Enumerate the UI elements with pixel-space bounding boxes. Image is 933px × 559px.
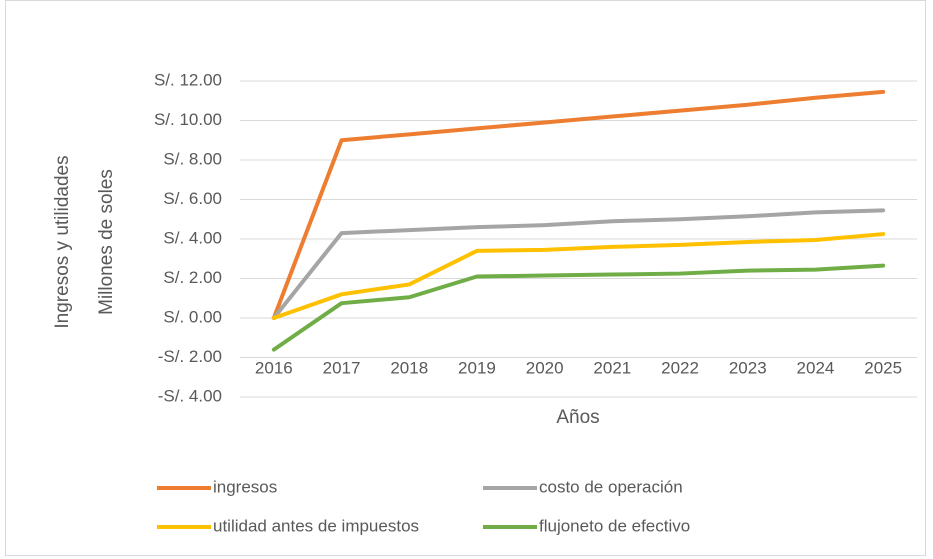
y-tick-label: S/. 6.00 bbox=[163, 189, 222, 208]
y-tick-label: S/. 12.00 bbox=[154, 70, 222, 89]
x-tick-label: 2017 bbox=[323, 358, 361, 377]
y-axis-title: Millones de soles bbox=[96, 169, 117, 315]
x-tick-label: 2020 bbox=[526, 358, 564, 377]
legend-label: costo de operación bbox=[539, 477, 683, 496]
y-tick-label: S/. 8.00 bbox=[163, 149, 222, 168]
legend-label: flujoneto de efectivo bbox=[539, 516, 690, 535]
x-tick-label: 2022 bbox=[661, 358, 699, 377]
data-line bbox=[271, 232, 886, 320]
x-tick-label: 2021 bbox=[593, 358, 631, 377]
x-tick-label: 2023 bbox=[729, 358, 767, 377]
x-tick-label: 2025 bbox=[864, 358, 902, 377]
y-tick-label: S/. 4.00 bbox=[163, 228, 222, 247]
y-tick-label: S/. 10.00 bbox=[154, 110, 222, 129]
y-tick-label: -S/. 2.00 bbox=[158, 347, 222, 366]
x-tick-label: 2018 bbox=[390, 358, 428, 377]
x-axis-title: Años bbox=[556, 407, 599, 428]
x-tick-label: 2019 bbox=[458, 358, 496, 377]
y-tick-label: S/. 2.00 bbox=[163, 268, 222, 287]
y-tick-label: -S/. 4.00 bbox=[158, 386, 222, 405]
data-line bbox=[271, 89, 886, 320]
legend-label: ingresos bbox=[213, 477, 277, 496]
data-line bbox=[271, 208, 886, 320]
legend-label: utilidad antes de impuestos bbox=[213, 516, 419, 535]
data-line bbox=[271, 263, 886, 352]
x-tick-label: 2024 bbox=[797, 358, 835, 377]
x-tick-label: 2016 bbox=[255, 358, 293, 377]
y-axis-title: Ingresos y utilidades bbox=[52, 155, 73, 328]
y-tick-label: S/. 0.00 bbox=[163, 307, 222, 326]
